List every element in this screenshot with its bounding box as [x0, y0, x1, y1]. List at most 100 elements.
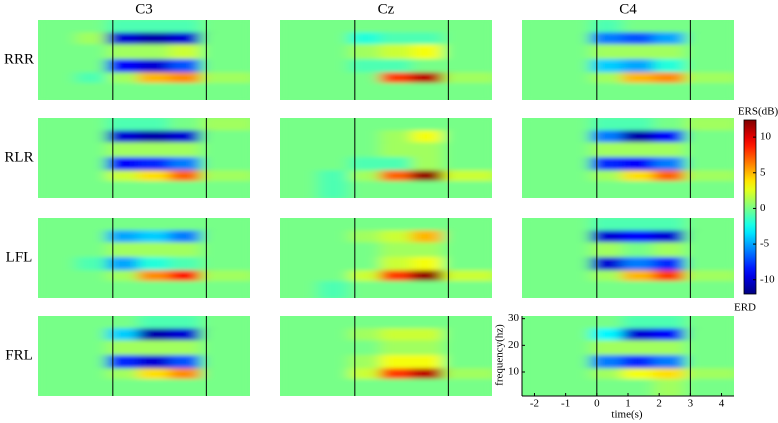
heatmap-cell: [280, 157, 330, 173]
heatmap-cell: [522, 328, 572, 343]
heatmap-cell: [280, 368, 330, 381]
column-title: C3: [135, 1, 153, 17]
heatmap-cell: [38, 32, 88, 47]
heatmap-cell: [522, 355, 572, 371]
heatmap-cell: [442, 157, 492, 173]
heatmap-cell: [522, 142, 572, 159]
heatmap-cell: [442, 340, 492, 357]
heatmap-cell: [442, 142, 492, 159]
row-title: RLR: [4, 149, 33, 165]
heatmap-cell: [442, 257, 492, 273]
heatmap-cell: [38, 130, 88, 145]
heatmap-cell: [200, 355, 250, 371]
x-tick-label: 1: [625, 398, 631, 410]
heatmap-cell: [38, 242, 88, 259]
heatmap-cell: [442, 59, 492, 75]
heatmap-cell: [280, 281, 330, 298]
heatmap-cells: [280, 316, 492, 396]
heatmap-panel: [38, 118, 250, 198]
heatmap-cell: [200, 230, 250, 245]
colorbar-tick-label: 10: [760, 131, 772, 143]
heatmap-panel: [280, 20, 492, 100]
heatmap-cell: [442, 130, 492, 145]
x-tick-label: 2: [656, 398, 662, 410]
heatmap-cell: [38, 230, 88, 245]
heatmap-cell: [442, 32, 492, 47]
heatmap-cell: [38, 157, 88, 173]
y-tick-label: 20: [508, 339, 520, 351]
heatmap-cell: [684, 72, 734, 85]
heatmap-cell: [280, 44, 330, 61]
heatmap-panel: [38, 20, 250, 100]
heatmap-cell: [280, 270, 330, 283]
heatmap-cell: [684, 142, 734, 159]
heatmap-cell: [280, 32, 330, 47]
heatmap-cell: [200, 181, 250, 198]
heatmap-cell: [522, 242, 572, 259]
heatmap-cell: [684, 170, 734, 183]
heatmap-cell: [442, 72, 492, 85]
y-tick-label: 10: [508, 366, 520, 378]
heatmap-cell: [38, 59, 88, 75]
heatmap-cell: [200, 32, 250, 47]
heatmap-cell: [38, 270, 88, 283]
heatmap-cell: [684, 218, 734, 233]
heatmap-cells: [522, 20, 734, 100]
y-axis-label: frequency(hz): [494, 324, 506, 386]
heatmap-panel: [522, 316, 734, 396]
heatmap-cells: [280, 20, 492, 100]
heatmap-cell: [522, 83, 572, 100]
heatmap-cell: [684, 59, 734, 75]
column-title: Cz: [378, 1, 395, 17]
heatmap-cell: [200, 270, 250, 283]
heatmap-cell: [200, 59, 250, 75]
heatmap-cell: [684, 44, 734, 61]
heatmap-cell: [280, 242, 330, 259]
x-tick-label: 0: [594, 398, 600, 410]
heatmap-cell: [684, 20, 734, 35]
heatmap-cell: [684, 230, 734, 245]
heatmap-cell: [522, 118, 572, 133]
heatmap-cells: [38, 316, 250, 396]
heatmap-cell: [522, 257, 572, 273]
heatmap-cell: [442, 181, 492, 198]
heatmap-cell: [200, 170, 250, 183]
heatmap-cell: [442, 230, 492, 245]
column-title: C4: [619, 1, 637, 17]
heatmap-cell: [442, 355, 492, 371]
x-tick-label: -1: [561, 398, 570, 410]
heatmap-panel: [280, 118, 492, 198]
heatmap-panel: [280, 316, 492, 396]
heatmap-cell: [442, 218, 492, 233]
heatmap-cell: [684, 328, 734, 343]
heatmap-cell: [200, 368, 250, 381]
row-title: RRR: [4, 51, 34, 67]
colorbar-tick-label: -5: [760, 238, 770, 250]
heatmap-panel: [38, 218, 250, 298]
heatmap-cell: [684, 270, 734, 283]
heatmap-cell: [442, 281, 492, 298]
heatmap-cell: [200, 281, 250, 298]
heatmap-cell: [522, 281, 572, 298]
heatmap-cell: [280, 118, 330, 133]
heatmap-cell: [442, 170, 492, 183]
heatmap-cell: [38, 142, 88, 159]
heatmap-cells: [280, 118, 492, 198]
heatmap-cell: [38, 20, 88, 35]
heatmap-cell: [280, 340, 330, 357]
heatmap-cell: [522, 170, 572, 183]
heatmap-cell: [522, 59, 572, 75]
heatmap-cell: [38, 340, 88, 357]
heatmap-cell: [684, 242, 734, 259]
colorbar-tick-label: -10: [760, 273, 775, 285]
heatmap-cell: [522, 181, 572, 198]
heatmap-cell: [38, 379, 88, 396]
heatmap-cell: [38, 83, 88, 100]
heatmap-cell: [38, 316, 88, 331]
heatmap-panel: [522, 218, 734, 298]
heatmap-cell: [522, 32, 572, 47]
heatmap-cells: [38, 218, 250, 298]
heatmap-cell: [442, 328, 492, 343]
heatmap-cell: [200, 257, 250, 273]
heatmap-cell: [200, 83, 250, 100]
